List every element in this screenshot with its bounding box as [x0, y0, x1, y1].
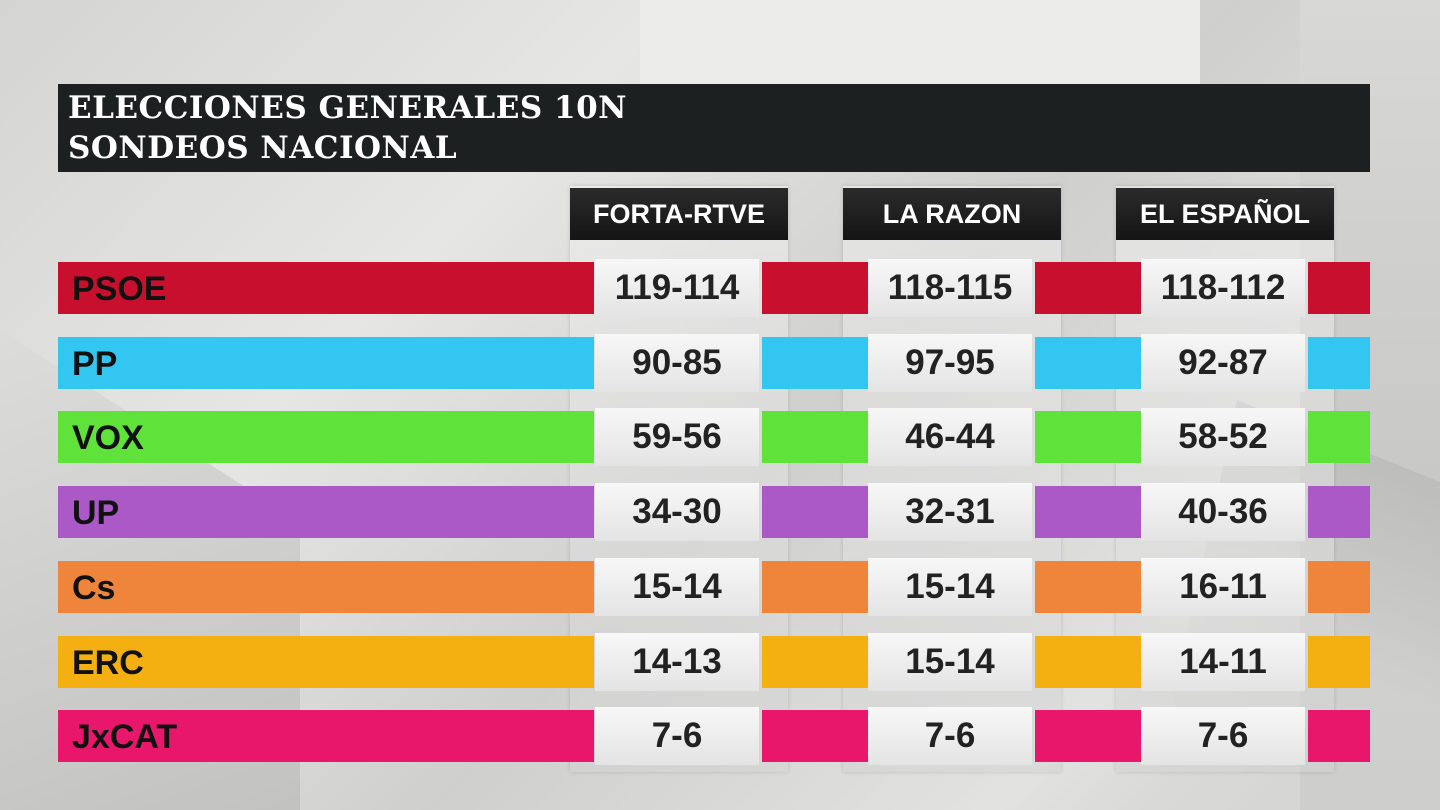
party-label: JxCAT — [58, 710, 594, 762]
seat-range-cell: 58-52 — [1141, 408, 1305, 466]
title-line-2: SONDEOS NACIONAL — [68, 130, 458, 166]
party-label: PSOE — [58, 262, 594, 314]
seat-range-cell: 59-56 — [595, 408, 759, 466]
party-label: Cs — [58, 561, 594, 613]
party-color-swatch — [1035, 337, 1141, 389]
party-color-swatch — [1308, 337, 1370, 389]
seat-range-cell: 15-14 — [868, 633, 1032, 691]
party-color-swatch — [762, 561, 868, 613]
party-label: ERC — [58, 636, 594, 688]
seat-range-cell: 90-85 — [595, 334, 759, 392]
seat-range-cell: 7-6 — [1141, 707, 1305, 765]
seat-range-cell: 15-14 — [595, 558, 759, 616]
party-color-swatch — [1308, 486, 1370, 538]
seat-range-cell: 14-13 — [595, 633, 759, 691]
seat-range-cell: 14-11 — [1141, 633, 1305, 691]
party-color-swatch — [1308, 636, 1370, 688]
seat-range-cell: 7-6 — [595, 707, 759, 765]
source-header: FORTA-RTVE — [570, 188, 788, 240]
party-color-swatch — [1035, 262, 1141, 314]
seat-range-cell: 34-30 — [595, 483, 759, 541]
party-label: VOX — [58, 411, 594, 463]
party-color-swatch — [762, 411, 868, 463]
party-color-swatch — [762, 710, 868, 762]
seat-range-cell: 92-87 — [1141, 334, 1305, 392]
seat-range-cell: 15-14 — [868, 558, 1032, 616]
party-color-swatch — [1035, 636, 1141, 688]
source-header: LA RAZON — [843, 188, 1061, 240]
seat-range-cell: 119-114 — [595, 259, 759, 317]
party-color-swatch — [762, 337, 868, 389]
seat-range-cell: 7-6 — [868, 707, 1032, 765]
party-label: PP — [58, 337, 594, 389]
seat-range-cell: 32-31 — [868, 483, 1032, 541]
seat-range-cell: 118-112 — [1141, 259, 1305, 317]
party-color-swatch — [762, 486, 868, 538]
party-label: UP — [58, 486, 594, 538]
title-line-1: ELECCIONES GENERALES 10N — [68, 90, 628, 126]
party-color-swatch — [1035, 710, 1141, 762]
title-banner: ELECCIONES GENERALES 10N SONDEOS NACIONA… — [58, 84, 1370, 172]
party-color-swatch — [1308, 710, 1370, 762]
party-color-swatch — [1308, 262, 1370, 314]
seat-range-cell: 16-11 — [1141, 558, 1305, 616]
party-color-swatch — [1035, 561, 1141, 613]
seat-range-cell: 46-44 — [868, 408, 1032, 466]
seat-range-cell: 40-36 — [1141, 483, 1305, 541]
party-color-swatch — [762, 262, 868, 314]
party-color-swatch — [1035, 486, 1141, 538]
background-panel — [640, 0, 1200, 90]
seat-range-cell: 118-115 — [868, 259, 1032, 317]
seat-range-cell: 97-95 — [868, 334, 1032, 392]
party-color-swatch — [1035, 411, 1141, 463]
party-color-swatch — [1308, 411, 1370, 463]
source-header: EL ESPAÑOL — [1116, 188, 1334, 240]
party-color-swatch — [762, 636, 868, 688]
party-color-swatch — [1308, 561, 1370, 613]
